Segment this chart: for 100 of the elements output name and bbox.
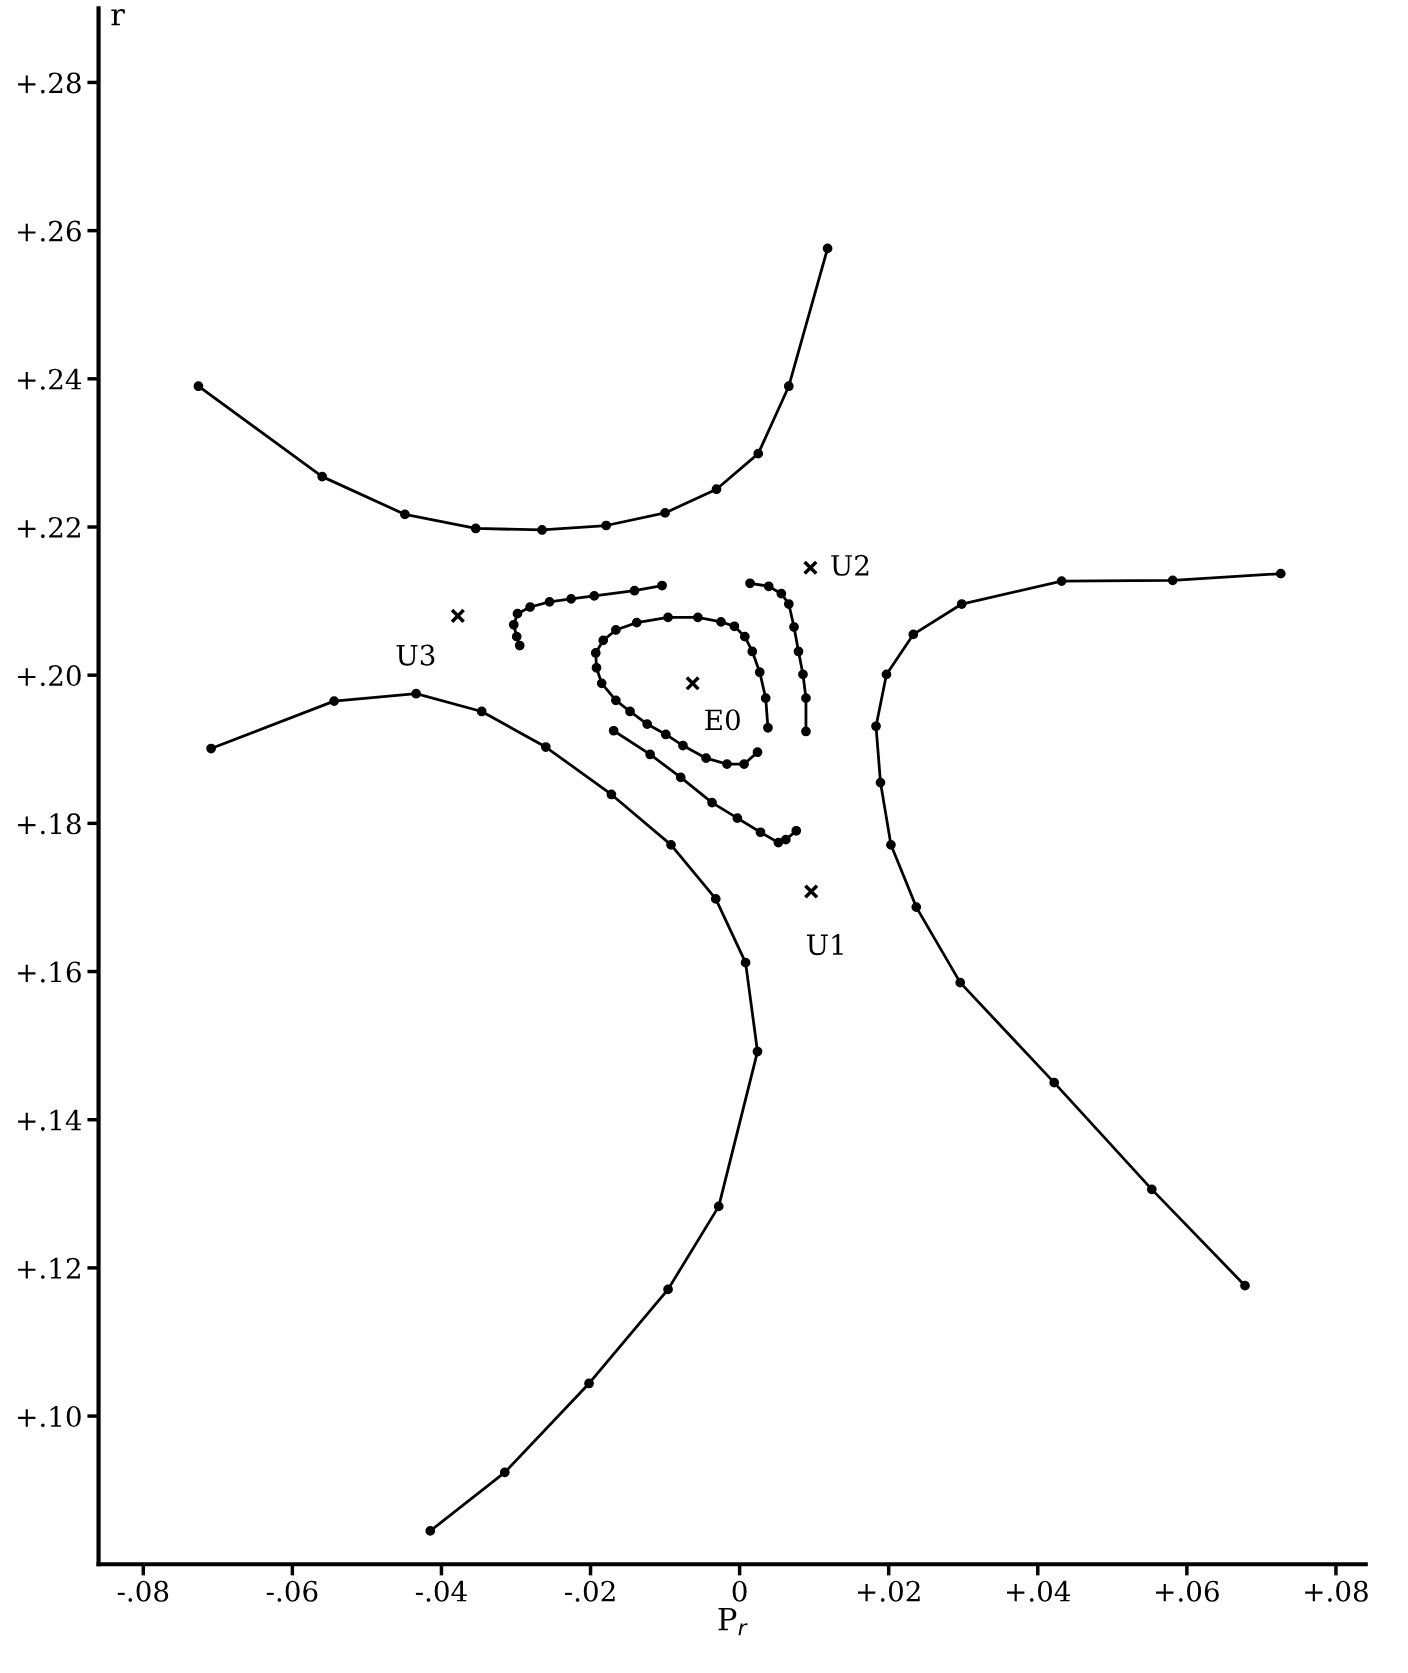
y-tick-label: +.26 — [18, 220, 81, 242]
y-tick-label: +.14 — [18, 1109, 82, 1131]
point — [450, 608, 466, 624]
y-tick-label: +.24 — [18, 368, 82, 390]
point — [660, 508, 670, 518]
point — [685, 675, 701, 691]
point — [663, 1284, 673, 1295]
point — [716, 616, 726, 627]
point — [713, 1201, 724, 1212]
point — [525, 602, 536, 612]
point — [801, 726, 811, 737]
point — [701, 753, 711, 764]
point — [589, 591, 600, 601]
y-tick-label: +.16 — [18, 961, 81, 983]
point — [476, 706, 487, 717]
point — [511, 631, 522, 642]
y-axis-title: r — [111, 9, 125, 26]
point — [1056, 576, 1067, 586]
point — [606, 789, 617, 800]
point — [710, 894, 721, 904]
point — [508, 619, 519, 630]
y-tick-label: +.20 — [18, 665, 81, 687]
point — [789, 622, 799, 632]
y-tick-label: +.12 — [18, 1257, 80, 1279]
point — [657, 580, 667, 591]
point — [660, 729, 671, 740]
point — [752, 747, 763, 758]
point — [739, 759, 749, 769]
point — [822, 243, 833, 254]
point — [499, 1467, 510, 1478]
point — [729, 621, 740, 632]
x-tick-label: +.08 — [1305, 1580, 1368, 1602]
point — [608, 725, 619, 736]
y-tick-label: +.10 — [18, 1406, 81, 1428]
point — [678, 740, 688, 751]
point — [722, 759, 732, 769]
point — [755, 827, 766, 838]
annotation: U1 — [806, 934, 843, 956]
point — [955, 977, 966, 988]
point — [803, 883, 819, 900]
point — [802, 560, 818, 576]
x-tick-label: -.02 — [564, 1580, 615, 1602]
point — [584, 1378, 594, 1389]
point — [206, 743, 216, 754]
point — [875, 777, 886, 788]
point — [732, 813, 743, 824]
point — [611, 625, 621, 635]
point — [591, 662, 602, 673]
point — [783, 381, 794, 392]
point — [752, 1046, 763, 1057]
point — [629, 585, 640, 596]
point — [776, 588, 787, 599]
point — [707, 797, 717, 808]
y-tick-label: +.22 — [18, 516, 80, 538]
point — [400, 509, 410, 520]
point — [881, 669, 892, 680]
point — [783, 599, 794, 609]
point — [537, 525, 547, 535]
point — [675, 772, 686, 783]
point — [747, 646, 758, 657]
point — [1167, 575, 1178, 586]
point — [425, 1526, 436, 1536]
point — [631, 617, 642, 628]
point — [763, 722, 773, 733]
point — [753, 448, 764, 459]
point — [1275, 568, 1286, 579]
point — [566, 594, 577, 604]
point — [512, 608, 523, 619]
point — [754, 667, 765, 678]
point — [740, 957, 751, 968]
point — [745, 578, 755, 589]
x-tick-label: +.04 — [1007, 1580, 1071, 1602]
point — [1146, 1184, 1157, 1195]
point — [711, 484, 722, 495]
point — [911, 902, 922, 912]
point — [871, 721, 881, 732]
x-tick-label: -.06 — [266, 1580, 318, 1602]
point — [780, 834, 791, 845]
point — [601, 520, 612, 531]
point — [645, 749, 656, 760]
point — [801, 693, 811, 704]
point — [411, 688, 421, 699]
annotation: U3 — [396, 644, 435, 666]
point — [798, 669, 808, 680]
point — [598, 635, 609, 646]
point — [317, 471, 328, 482]
point — [666, 839, 676, 850]
y-tick-label: +.28 — [18, 72, 81, 94]
point — [329, 696, 339, 706]
point — [544, 596, 555, 607]
point — [908, 629, 919, 640]
annotation: E0 — [705, 709, 740, 731]
point — [611, 695, 621, 706]
x-tick-label: -.08 — [117, 1580, 169, 1602]
point — [1240, 1280, 1250, 1291]
point — [590, 648, 601, 658]
point — [886, 839, 896, 850]
point — [514, 640, 525, 651]
point — [540, 742, 551, 752]
point — [625, 706, 635, 717]
